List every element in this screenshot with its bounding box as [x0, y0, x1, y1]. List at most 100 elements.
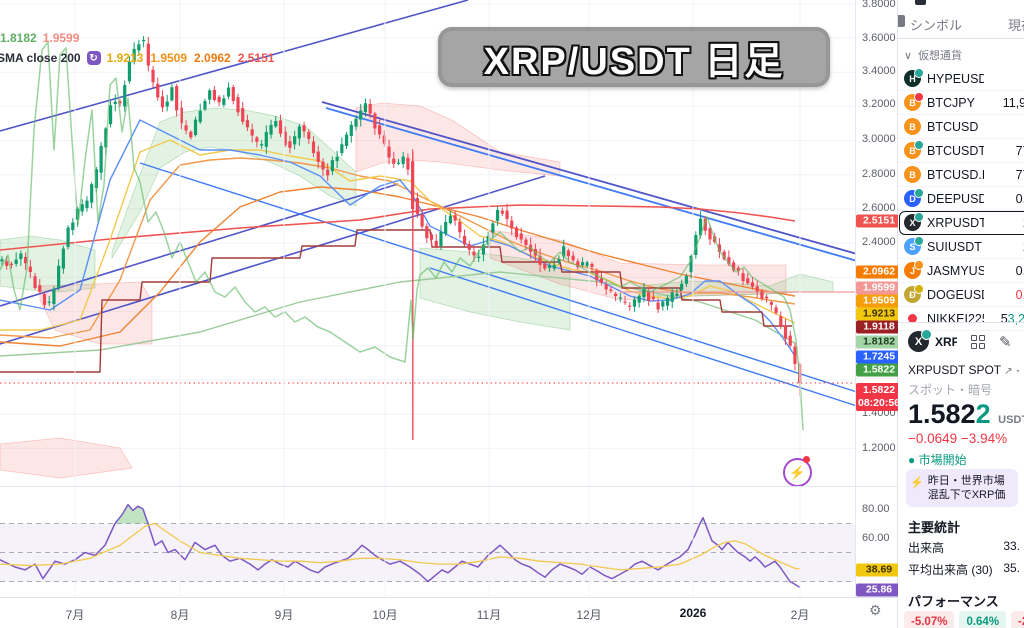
time-axis-label[interactable]: 11月: [476, 608, 502, 622]
btcusd-icon: B: [904, 118, 921, 135]
time-axis-label[interactable]: 12月: [576, 608, 602, 622]
watchlist-rows: HHYPEUSDT28BBTCJPY11,932BBTCUSD77BBTCUSD…: [898, 67, 1024, 331]
watchlist-row-xrpusdt[interactable]: XXRPUSDT1.5: [898, 211, 1024, 235]
price-tick-label: 3.2000: [862, 98, 896, 110]
price-unit: USDT: [998, 414, 1024, 426]
pair-mini-icon: [921, 329, 932, 340]
pair-mini-icon: [914, 188, 924, 198]
rsi-value-badge: 38.69: [856, 563, 902, 577]
xrpusdt-icon: X: [904, 212, 924, 231]
indicator-legend: 1.8182 1.9599 SMA close 200 ↻ 1.9213 1.950…: [0, 28, 281, 68]
stat-row: 出来高 33.: [908, 539, 1020, 555]
time-axis[interactable]: 7月 8月 9月 10月 11月 12月 2026 2月: [0, 597, 897, 628]
watchlist-sidebar: シンボル 現在値 ∨ 仮想通貨 HHYPEUSDT28BBTCJPY11,932…: [898, 0, 1024, 628]
symbol-name: BTCUSD: [927, 119, 979, 134]
symbol-name: XRPUSDT: [927, 215, 984, 230]
news-summary-card[interactable]: ⚡ 昨日・世界市場混乱下でXRP価格を...: [906, 469, 1018, 507]
group-label: 仮想通貨: [918, 50, 963, 62]
price-level-badge: 1.9509: [856, 294, 902, 308]
symbol-name: DOGEUSD: [927, 287, 984, 302]
xrp-logo-icon: X: [908, 329, 932, 352]
watchlist-group-crypto[interactable]: ∨ 仮想通貨: [904, 46, 962, 64]
sma-value: 1.9213: [106, 51, 144, 65]
symbol-detail-panel: X XRP ✎ XRPUSDT SPOT ↗ · BYBIT スポット・暗号 1…: [898, 322, 1024, 628]
sma-legend-row: SMA close 200 ↻ 1.9213 1.9509 2.0962 2.5151: [0, 48, 281, 68]
chevron-down-icon[interactable]: ∨: [904, 49, 913, 62]
symbol-name: SUIUSDT: [927, 239, 982, 254]
price-level-badge: 1.7245: [856, 350, 902, 364]
axis-settings-gear-icon[interactable]: ⚙: [869, 602, 882, 618]
time-axis-label[interactable]: 8月: [170, 608, 190, 622]
symbol-price: 0.10: [1015, 287, 1024, 302]
pair-mini-icon: [914, 212, 924, 222]
watchlist-row-hypeusdt[interactable]: HHYPEUSDT28: [898, 67, 1024, 91]
price-tick-label: 1.2000: [862, 442, 896, 454]
time-axis-label[interactable]: 7月: [65, 608, 85, 622]
price-tick-label: 3.8000: [862, 0, 896, 10]
performance-badge: -5.07%: [904, 611, 955, 628]
pair-mini-icon: [914, 284, 924, 294]
axis-divider: [855, 0, 856, 597]
watchlist-title: シンボル: [910, 18, 963, 33]
btcusdt-icon: B: [904, 140, 924, 159]
indicator-value: 1.8182: [0, 31, 37, 45]
price-level-badge: 1.5822: [856, 363, 902, 377]
detail-last-price: 1.5822 USDT: [908, 399, 1024, 430]
time-axis-label[interactable]: 2026: [679, 606, 707, 620]
price-tick-label: 2.8000: [862, 168, 896, 180]
grid-view-icon[interactable]: [971, 334, 985, 349]
pane-divider[interactable]: [0, 486, 897, 487]
btcusd.f-icon: B: [904, 166, 921, 183]
external-link-icon[interactable]: ↗: [1004, 366, 1013, 377]
refresh-icon[interactable]: ↻: [86, 51, 101, 65]
sma-value: 1.9509: [150, 51, 188, 65]
symbol-name: DEEPUSDT: [927, 191, 984, 206]
news-notification-dot: [803, 456, 810, 463]
chart-canvas[interactable]: [0, 0, 897, 628]
key-stats-title: 主要統計: [908, 520, 961, 535]
price-level-badge: 1.8182: [856, 335, 902, 349]
sma-value: 2.0962: [194, 51, 231, 65]
symbol-price: 0.02: [1015, 191, 1024, 206]
price-tick-label: 3.0000: [862, 133, 896, 145]
indicator-values-row: 1.8182 1.9599: [0, 28, 281, 48]
detail-icon-row: X XRP ✎: [908, 329, 1012, 352]
symbol-price: 11,932: [1002, 95, 1024, 110]
watchlist-row-deepusdt[interactable]: DDEEPUSDT 0.02: [898, 187, 1024, 211]
price-level-badge: 2.5151: [856, 214, 902, 228]
price-tick-label: 2.4000: [862, 236, 896, 248]
jasmyusd-icon: J: [904, 260, 924, 279]
time-axis-label[interactable]: 9月: [274, 608, 294, 622]
dogeusd-icon: Ð: [904, 284, 924, 303]
sma-legend-label: SMA close 200: [0, 51, 81, 65]
edit-icon[interactable]: ✎: [999, 333, 1012, 351]
rsi-tick-label: 80.00: [862, 503, 890, 515]
performance-badges: -5.07%0.64% -27: [904, 611, 1024, 628]
detail-symbol-name[interactable]: XRPUSDT SPOT ↗ · BYBIT: [908, 363, 1024, 377]
detail-change: −0.0649 −3.94%: [908, 431, 1008, 446]
watchlist-row-btcusd.f[interactable]: B BTCUSD.F 77,0: [898, 163, 1024, 187]
watchlist-header: シンボル 現在値: [898, 12, 1024, 34]
symbol-name: HYPEUSDT: [927, 71, 984, 86]
symbol-name: BTCUSDT: [927, 143, 984, 158]
time-axis-label[interactable]: 2月: [790, 608, 810, 622]
symbol-name: NIKKEI225: [927, 311, 984, 326]
indicator-value: 1.9599: [42, 31, 80, 45]
lightning-icon: ⚡: [910, 477, 924, 489]
price-tick-label: 3.4000: [862, 65, 896, 77]
sma-value: 2.5151: [237, 51, 275, 65]
nikkei225-icon: [908, 314, 917, 323]
performance-title: パフォーマンス: [908, 594, 999, 609]
watchlist-row-nikkei225[interactable]: NIKKEI225 53,26: [898, 307, 1024, 331]
hypeusdt-icon: H: [904, 68, 924, 87]
chart-region[interactable]: 1.8182 1.9599 SMA close 200 ↻ 1.9213 1.950…: [0, 0, 902, 628]
divider: [898, 38, 1024, 39]
detail-ticker: XRP: [935, 334, 957, 349]
watchlist-row-btcusd[interactable]: BBTCUSD77: [898, 115, 1024, 139]
watchlist-row-jasmyusd[interactable]: JJASMYUSD 0.00: [898, 259, 1024, 283]
time-axis-label[interactable]: 10月: [372, 608, 398, 622]
